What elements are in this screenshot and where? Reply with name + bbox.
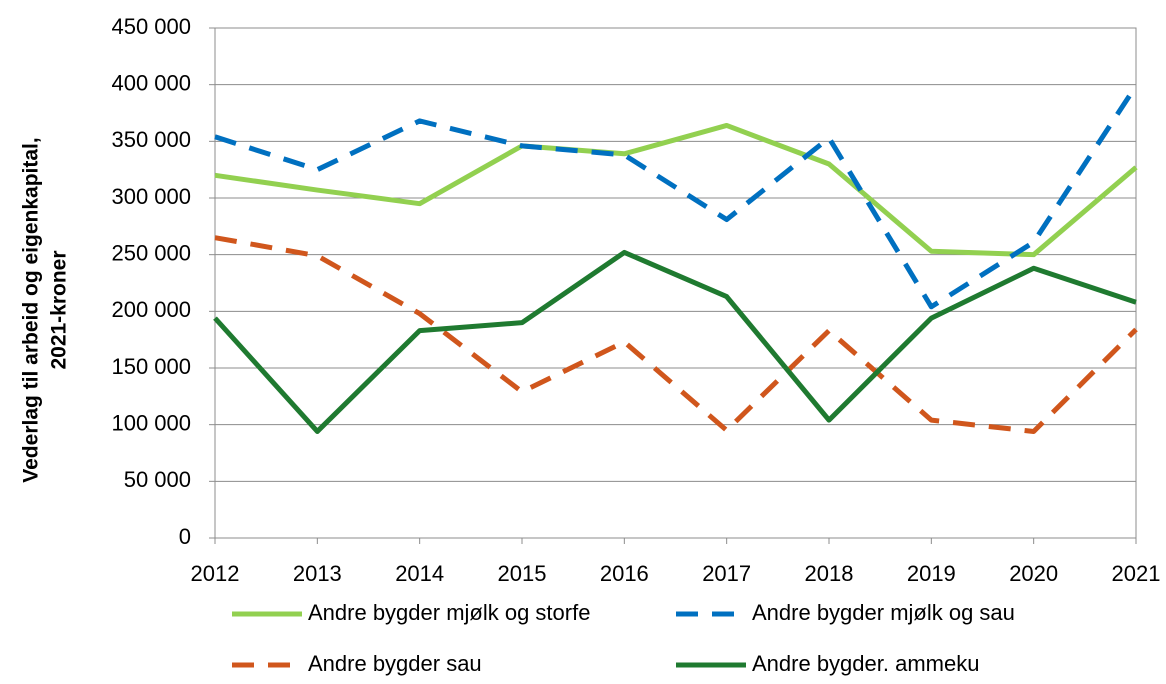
y-axis-label-line: Vederlag til arbeid og eigenkapital, bbox=[20, 137, 43, 482]
y-tick-label: 100 000 bbox=[111, 410, 191, 435]
x-tick-label: 2016 bbox=[600, 561, 649, 586]
y-tick-label: 50 000 bbox=[124, 467, 191, 492]
plot-border bbox=[214, 27, 1137, 539]
line-series bbox=[214, 122, 1138, 258]
x-tick-label: 2014 bbox=[395, 561, 444, 586]
line-series bbox=[214, 84, 1139, 310]
x-tick-label: 2020 bbox=[1009, 561, 1058, 586]
y-tick-label: 300 000 bbox=[111, 184, 191, 209]
legend-label: Andre bygder mjølk og storfe bbox=[308, 600, 590, 625]
y-tick-label: 150 000 bbox=[111, 354, 191, 379]
x-tick-label: 2012 bbox=[191, 561, 240, 586]
x-tick-label: 2021 bbox=[1112, 561, 1161, 586]
legend-label: Andre bygder sau bbox=[308, 651, 482, 676]
legend-label: Andre bygder mjølk og sau bbox=[752, 600, 1015, 625]
y-tick-label: 400 000 bbox=[111, 70, 191, 95]
x-tick-label: 2017 bbox=[702, 561, 751, 586]
y-tick-label: 350 000 bbox=[111, 127, 191, 152]
line-series bbox=[213, 249, 1137, 434]
x-tick-label: 2015 bbox=[498, 561, 547, 586]
y-tick-label: 250 000 bbox=[111, 240, 191, 265]
legend-label: Andre bygder. ammeku bbox=[752, 651, 979, 676]
x-tick-label: 2013 bbox=[293, 561, 342, 586]
x-tick-label: 2019 bbox=[907, 561, 956, 586]
line-series bbox=[214, 235, 1138, 434]
x-tick-label: 2018 bbox=[805, 561, 854, 586]
y-tick-label: 0 bbox=[179, 524, 191, 549]
y-tick-label: 200 000 bbox=[111, 297, 191, 322]
y-tick-label: 450 000 bbox=[111, 14, 191, 39]
y-axis-label-line: 2021-kroner bbox=[48, 250, 71, 369]
y-axis-label: Vederlag til arbeid og eigenkapital, 202… bbox=[20, 137, 71, 482]
